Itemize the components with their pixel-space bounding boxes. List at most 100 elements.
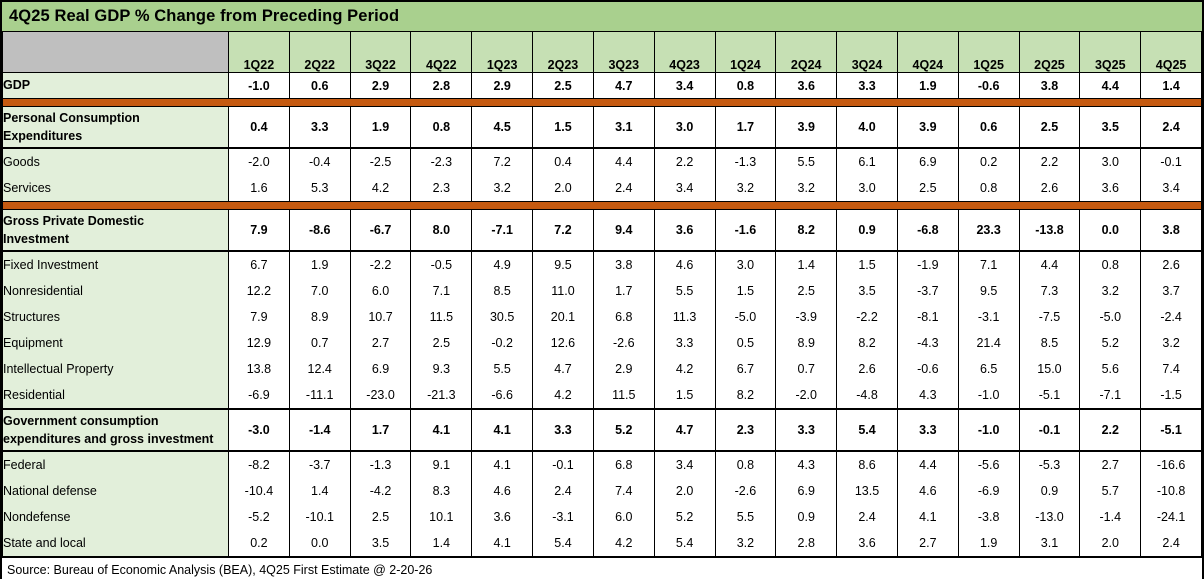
value-cell: -4.3 [896,330,959,356]
value-cell: 4.6 [471,478,534,504]
orange-divider-bar [2,98,1202,107]
value-cell: 6.9 [896,148,959,175]
value-cell: 10.1 [410,504,473,530]
value-cell: 3.2 [1079,278,1142,304]
value-cell: 11.5 [410,304,473,330]
value-cell: 10.7 [349,304,412,330]
value-cell: 4.2 [592,530,655,556]
value-cell: 3.6 [1079,175,1142,202]
table-row-gross-private-domestic-investment: Gross Private Domestic Investment 7.9 -8.6-… [2,209,1202,252]
value-cell: 5.4 [836,408,898,452]
source-note: Source: Bureau of Economic Analysis (BEA… [2,556,1202,581]
value-cell: 8.5 [1018,330,1081,356]
value-cell: 3.4 [653,175,716,202]
value-cell: -1.0 [957,382,1020,409]
row-label-fixed-investment: Fixed Investment [2,251,229,278]
value-cell: 7.0 [288,278,351,304]
value-cell: 5.5 [714,504,777,530]
value-cell: 3.3 [288,106,351,149]
value-cell: 2.3 [410,175,473,202]
value-cell: 0.2 [957,148,1020,175]
value-cell: -5.0 [714,304,777,330]
value-cell: -6.8 [896,209,959,252]
value-cell: 5.5 [775,148,838,175]
value-cell: -2.0 [775,382,838,409]
value-cell: 1.7 [349,408,412,452]
value-cell: -0.2 [471,330,534,356]
value-cell: 0.6 [957,106,1020,149]
value-cell: 6.8 [592,451,655,478]
table-row-state-and-local: State and local 0.2 0.0 3.5 1.4 4.1 5.4 4.2 5.4 3… [2,530,1202,556]
value-cell: -1.4 [288,408,351,452]
table-row-personal-consumption-expenditures: Personal Consumption Expenditures 0.4 3.3 1.… [2,106,1202,149]
value-cell: 9.3 [410,356,473,382]
value-cell: 1.4 [410,530,473,556]
value-cell: -1.3 [349,451,412,478]
value-cell: 3.0 [1079,148,1142,175]
column-header-1q24: 1Q24 [714,32,777,73]
value-cell: 3.7 [1140,278,1202,304]
row-label-national-defense: National defense [2,478,229,504]
row-label-structures: Structures [2,304,229,330]
row-label-gross-private-domestic-investment: Gross Private Domestic Investment [2,209,229,252]
value-cell: 5.2 [1079,330,1142,356]
value-cell: -1.6 [714,209,777,252]
value-cell: -13.0 [1018,504,1081,530]
value-cell: 1.4 [1140,72,1202,99]
value-cell: 1.4 [775,251,838,278]
value-cell: 1.5 [836,251,898,278]
value-cell: -3.1 [532,504,594,530]
value-cell: 9.1 [410,451,473,478]
row-label-nonresidential: Nonresidential [2,278,229,304]
value-cell: 3.8 [1018,72,1081,99]
row-label-federal: Federal [2,451,229,478]
row-label-goods: Goods [2,148,229,175]
value-cell: 11.0 [532,278,594,304]
value-cell: 4.1 [896,504,959,530]
value-cell: 2.9 [592,356,655,382]
value-cell: -1.5 [1140,382,1202,409]
value-cell: 2.4 [1140,530,1202,556]
value-cell: 6.9 [775,478,838,504]
value-cell: 4.1 [471,408,534,452]
value-cell: 8.9 [775,330,838,356]
value-cell: 1.5 [714,278,777,304]
value-cell: 4.1 [471,530,534,556]
table-header: 1Q22 2Q22 3Q22 4Q22 1Q23 2Q23 3Q23 4Q23 1Q24 2Q24… [2,32,1202,73]
value-cell: -2.4 [1140,304,1202,330]
value-cell: 20.1 [532,304,594,330]
value-cell: 3.0 [653,106,716,149]
value-cell: 5.4 [532,530,594,556]
value-cell: 4.1 [410,408,473,452]
value-cell: -5.1 [1140,408,1202,452]
value-cell: 7.2 [532,209,594,252]
value-cell: -21.3 [410,382,473,409]
value-cell: -7.1 [471,209,534,252]
value-cell: 0.2 [228,530,290,556]
value-cell: 6.8 [592,304,655,330]
row-label-gdp: GDP [2,72,229,99]
value-cell: -2.6 [592,330,655,356]
value-cell: 6.9 [349,356,412,382]
value-cell: 1.7 [592,278,655,304]
value-cell: 3.1 [1018,530,1081,556]
value-cell: 21.4 [957,330,1020,356]
orange-divider-bar [2,201,1202,210]
value-cell: -3.1 [957,304,1020,330]
value-cell: 8.2 [714,382,777,409]
value-cell: -1.0 [228,72,290,99]
value-cell: 4.2 [653,356,716,382]
value-cell: 7.2 [471,148,534,175]
value-cell: 0.4 [532,148,594,175]
value-cell: -7.5 [1018,304,1081,330]
value-cell: 4.3 [896,382,959,409]
value-cell: 4.5 [471,106,534,149]
row-label-government-consumption-expenditures-and-gross-investment: Government consumption expenditures and g… [2,408,229,452]
table-row-nonresidential: Nonresidential 12.2 7.0 6.0 7.1 8.5 11.0 1.7 5.5… [2,278,1202,304]
value-cell: 3.3 [896,408,959,452]
value-cell: 4.0 [836,106,898,149]
orange-divider [2,98,1202,107]
value-cell: 3.5 [836,278,898,304]
value-cell: 4.4 [1079,72,1142,99]
row-label-intellectual-property: Intellectual Property [2,356,229,382]
